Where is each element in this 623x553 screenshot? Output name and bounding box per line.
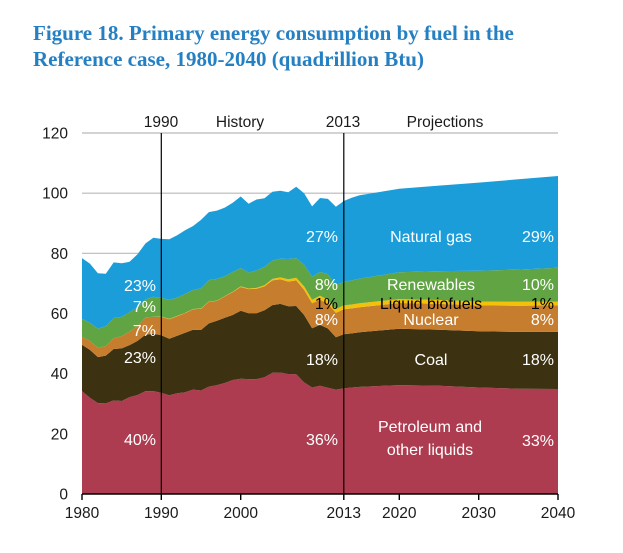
series-label-nuclear: Nuclear <box>403 312 459 329</box>
era-label-history: History <box>216 114 264 131</box>
share-label-2040-renewables: 10% <box>522 277 554 294</box>
figure-title-line-1: Figure 18. Primary energy consumption by… <box>33 21 514 45</box>
series-label-renewables: Renewables <box>387 277 475 294</box>
figure-title-line-2: Reference case, 1980-2040 (quadrillion B… <box>33 47 424 71</box>
area-petroleum-and-other-liquids <box>82 372 558 494</box>
x-tick-label-1990: 1990 <box>144 505 179 522</box>
share-label-2013-natural-gas: 27% <box>306 229 338 246</box>
share-label-2040-petroleum-and-other-liquids: 33% <box>522 433 554 450</box>
era-label-1990: 1990 <box>144 114 179 131</box>
x-tick-label-2000: 2000 <box>223 505 258 522</box>
era-label-2013: 2013 <box>326 114 360 131</box>
series-label-natural-gas: Natural gas <box>390 229 472 246</box>
series-label-coal: Coal <box>415 352 448 369</box>
area-renewables <box>82 258 558 348</box>
series-label-petroleum-and-other-liquids: other liquids <box>387 442 473 459</box>
era-label-projections: Projections <box>407 114 484 131</box>
share-label-2013-liquid-biofuels: 1% <box>315 296 338 313</box>
share-label-2013-coal: 18% <box>306 352 338 369</box>
share-label-1990-coal: 23% <box>124 350 156 367</box>
x-tick-label-2020: 2020 <box>382 505 417 522</box>
share-label-2013-nuclear: 8% <box>315 312 338 329</box>
y-tick-label-0: 0 <box>59 487 68 504</box>
series-label-petroleum-and-other-liquids: Petroleum and <box>378 419 482 436</box>
area-natural-gas <box>82 176 558 329</box>
area-nuclear <box>82 279 558 358</box>
share-label-2040-natural-gas: 29% <box>522 229 554 246</box>
share-label-2040-nuclear: 8% <box>531 312 554 329</box>
share-label-1990-natural-gas: 23% <box>124 278 156 295</box>
share-label-2013-renewables: 8% <box>315 277 338 294</box>
figure-title: Figure 18. Primary energy consumption by… <box>33 20 603 72</box>
x-tick-label-2013: 2013 <box>327 505 361 522</box>
share-label-1990-renewables: 7% <box>133 299 156 316</box>
share-label-1990-nuclear: 7% <box>133 323 156 340</box>
x-tick-label-1980: 1980 <box>65 505 100 522</box>
y-tick-label-60: 60 <box>51 306 69 323</box>
series-label-liquid-biofuels: Liquid biofuels <box>380 296 482 313</box>
y-tick-label-20: 20 <box>51 426 69 443</box>
x-tick-label-2030: 2030 <box>461 505 496 522</box>
y-tick-label-80: 80 <box>51 246 69 263</box>
x-tick-label-2040: 2040 <box>541 505 576 522</box>
y-tick-label-40: 40 <box>51 366 69 383</box>
share-label-2040-liquid-biofuels: 1% <box>531 296 554 313</box>
share-label-2013-petroleum-and-other-liquids: 36% <box>306 432 338 449</box>
share-label-2040-coal: 18% <box>522 352 554 369</box>
y-tick-label-100: 100 <box>42 186 68 203</box>
area-coal <box>82 303 558 404</box>
y-tick-label-120: 120 <box>42 126 68 143</box>
share-label-1990-petroleum-and-other-liquids: 40% <box>124 432 156 449</box>
